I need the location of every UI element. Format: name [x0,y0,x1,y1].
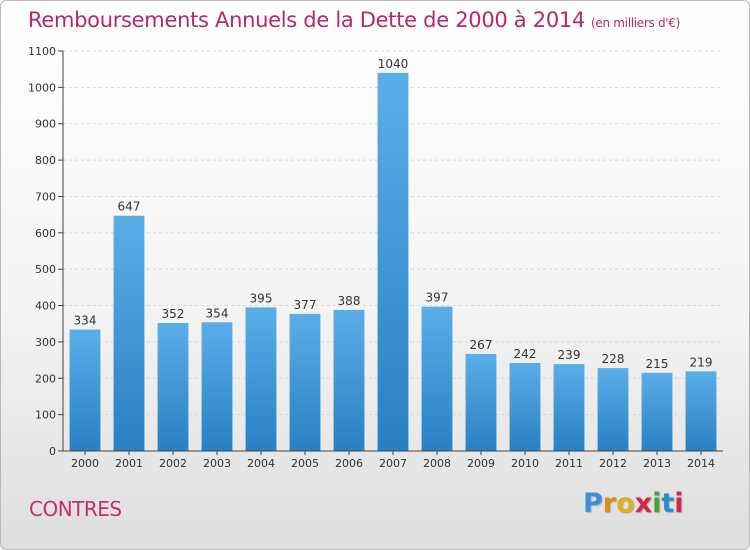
chart-title: Remboursements Annuels de la Dette de 20… [28,8,680,32]
bar [69,329,101,451]
logo-letter: o [616,488,635,519]
x-tick-label: 2003 [203,457,231,470]
x-axis: 2000 2001 2002 2003 2004 2005 2006 2007 2008 2009… [63,450,723,470]
logo-letter: x [634,488,653,519]
x-tick-label: 2009 [467,457,495,470]
data-label: 647 [118,200,141,214]
y-tick-label: 900 [35,118,56,131]
data-label: 354 [206,306,229,320]
logo-letter: r [602,488,617,519]
data-label: 377 [294,298,317,312]
y-axis: 0 100 200 300 400 500 600 700 800 900 1000 1100 [28,45,64,458]
data-label: 242 [514,347,537,361]
y-tick-label: 0 [49,445,56,458]
y-tick-label: 800 [35,154,56,167]
bar [377,72,409,452]
logo-letter: i [652,488,662,519]
x-tick-label: 2013 [643,457,671,470]
bar [597,368,629,451]
y-tick-label: 600 [35,227,56,240]
data-label: 239 [558,348,581,362]
x-tick-label: 2005 [291,457,319,470]
bar [157,323,189,451]
x-tick-label: 2007 [379,457,407,470]
logo-letter: t [661,488,675,519]
bar [333,309,365,451]
bar [641,372,673,451]
unit-label: (en milliers d'€) [591,16,681,30]
data-label: 388 [338,294,361,308]
y-tick-label: 1000 [28,81,56,94]
bar [509,363,541,451]
x-tick-label: 2000 [71,457,99,470]
bar [553,364,585,451]
bar [201,322,233,451]
bar [289,313,321,451]
data-label: 397 [426,291,449,305]
bar [685,371,717,451]
y-tick-label: 400 [35,300,56,313]
data-label: 334 [74,314,97,328]
data-label: 228 [602,352,625,366]
x-tick-label: 2010 [511,457,539,470]
y-tick-label: 100 [35,409,56,422]
y-tick-label: 1100 [28,45,56,58]
y-tick-label: 700 [35,190,56,203]
x-tick-label: 2008 [423,457,451,470]
data-label: 215 [646,357,669,371]
bar [465,353,497,451]
place-name: CONTRES [29,497,122,521]
y-tick-label: 500 [35,263,56,276]
y-tick-label: 300 [35,336,56,349]
data-label: 395 [250,291,273,305]
data-label: 1040 [378,57,409,71]
y-tick-label: 200 [35,372,56,385]
proxiti-logo: Proxiti [583,488,684,519]
bar [245,307,277,451]
x-tick-label: 2006 [335,457,363,470]
x-tick-label: 2011 [555,457,583,470]
title-text: Remboursements Annuels de la Dette de 20… [28,8,585,32]
data-label: 267 [470,338,493,352]
x-tick-label: 2014 [687,457,715,470]
data-label: 352 [162,307,185,321]
bar [421,306,453,451]
bar [113,215,145,451]
logo-letter: P [583,488,603,519]
logo-letter: i [674,488,684,519]
x-tick-label: 2012 [599,457,627,470]
data-label: 219 [690,355,713,369]
x-tick-label: 2001 [115,457,143,470]
x-tick-label: 2002 [159,457,187,470]
x-tick-label: 2004 [247,457,275,470]
bars: 334 647 352 354 395 377 388 1040 397 267 242 239 228… [69,57,717,452]
